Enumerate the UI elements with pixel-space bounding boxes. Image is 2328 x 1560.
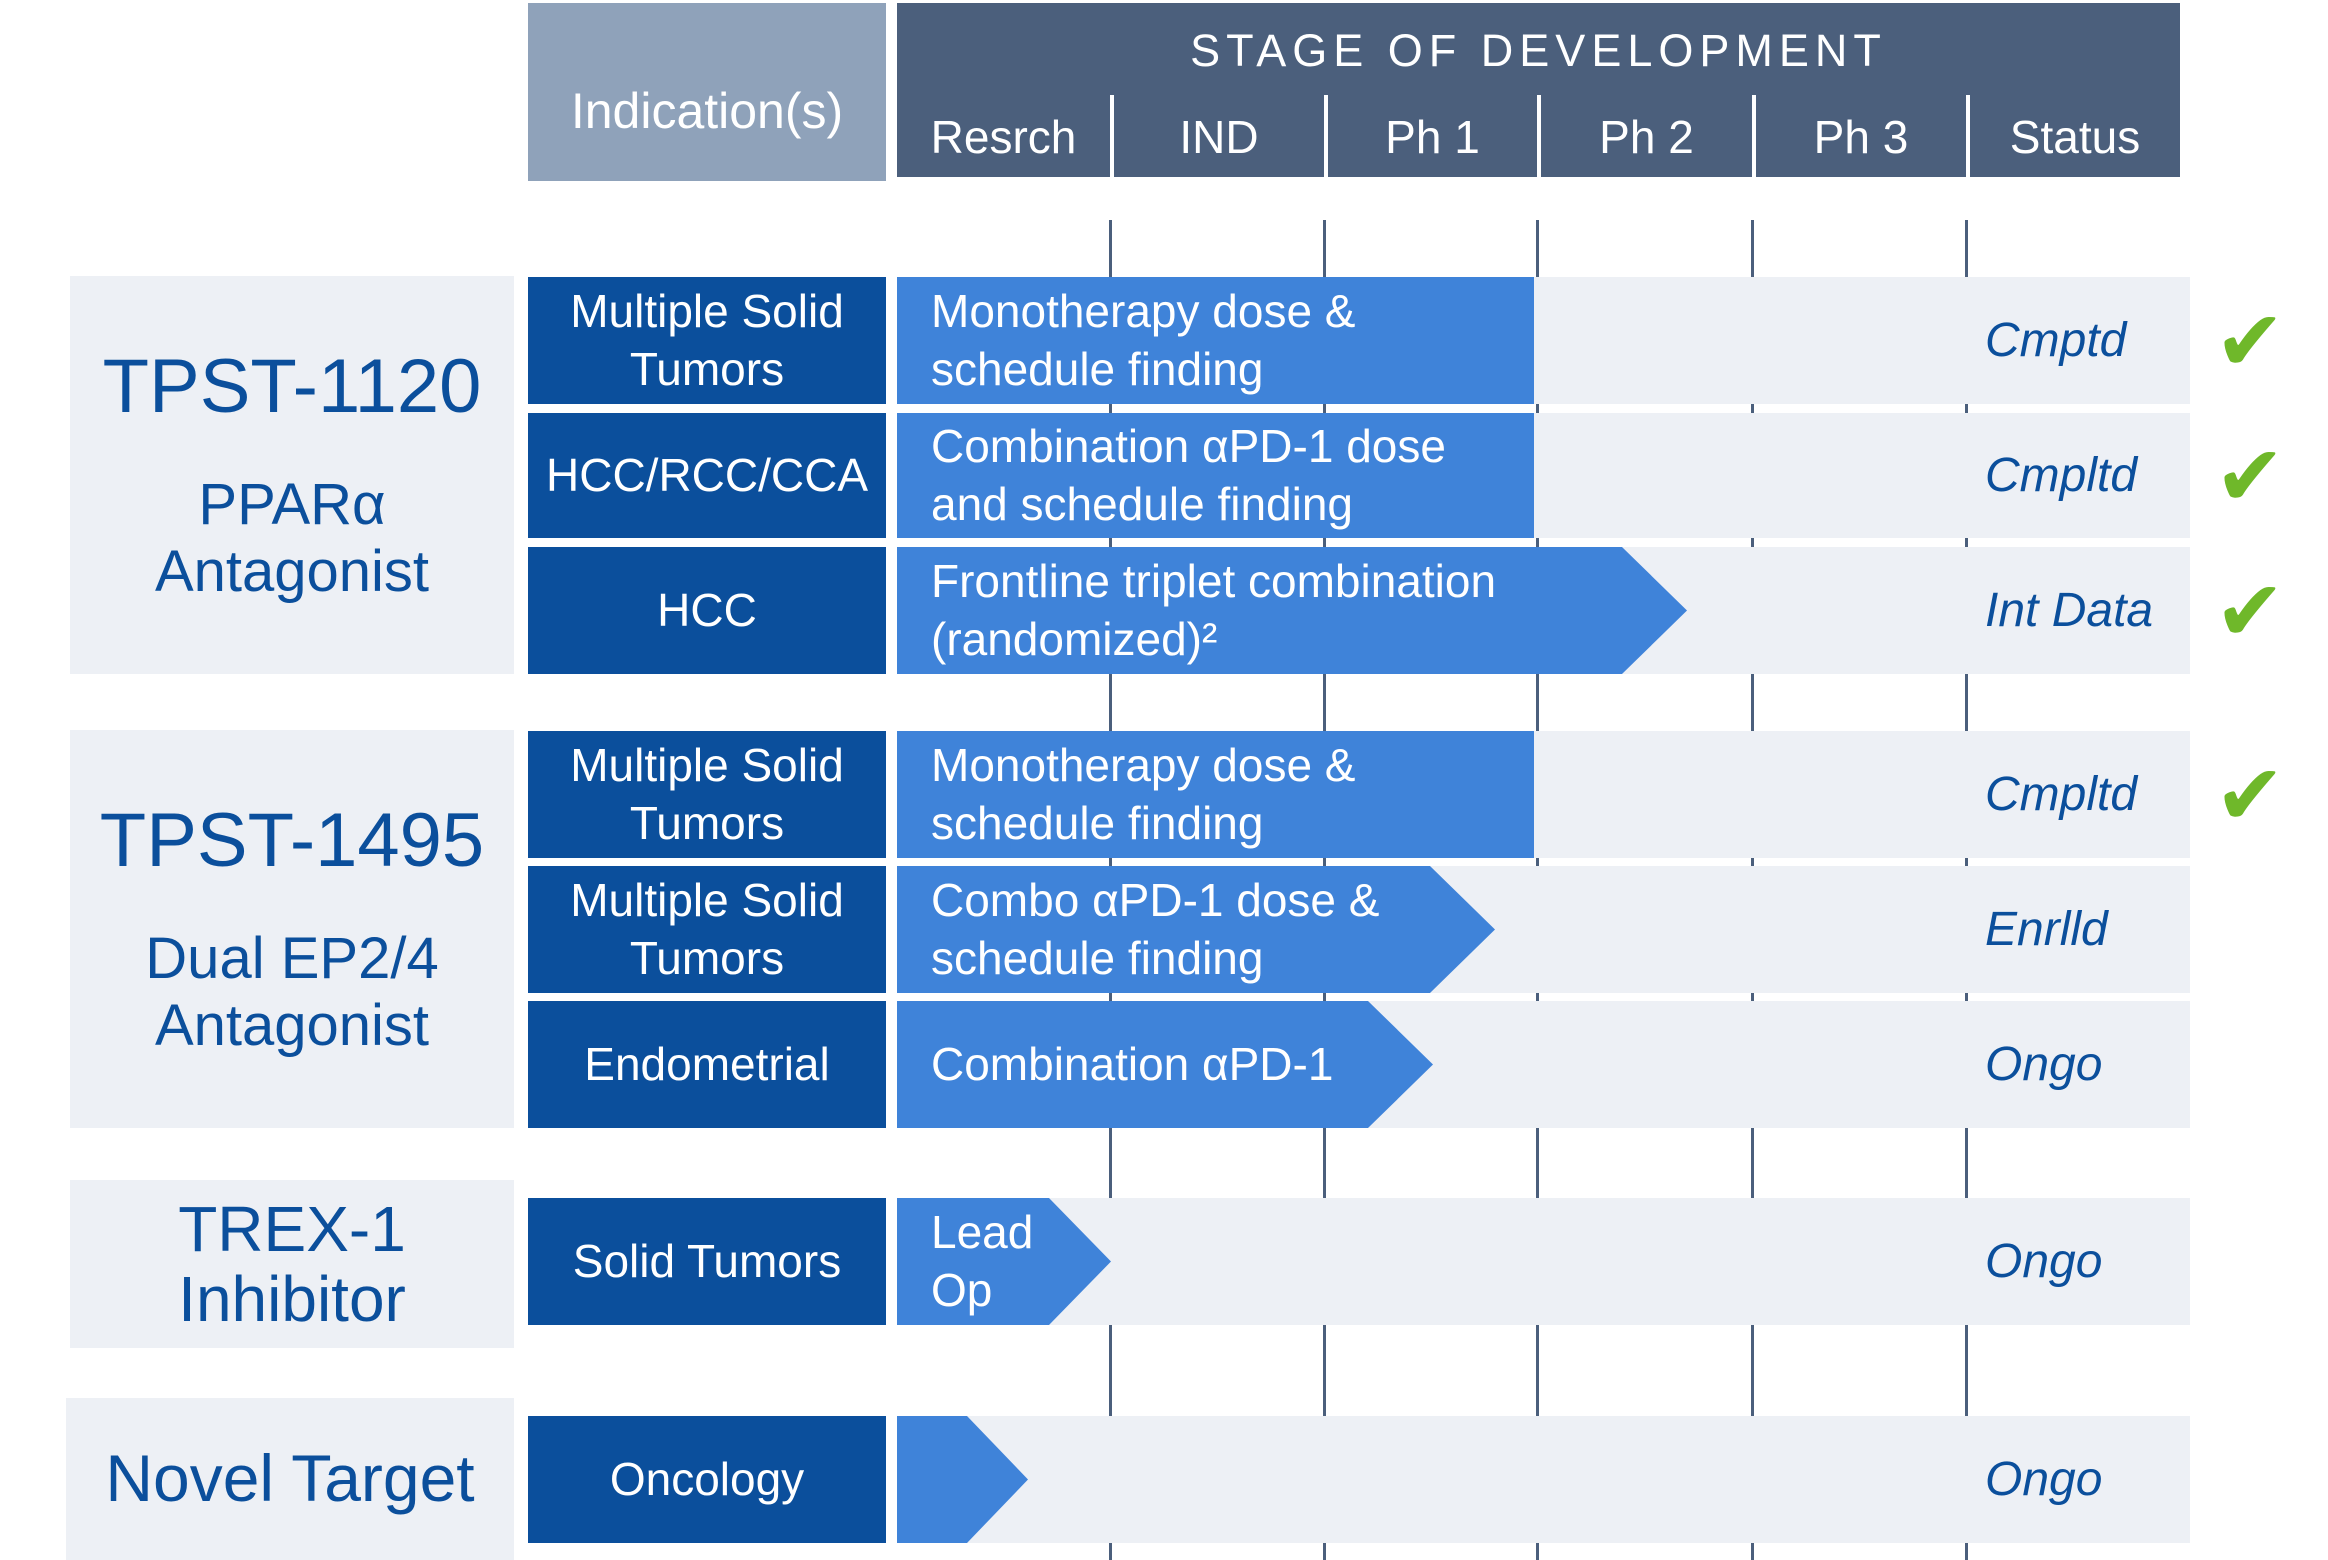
drug-name: Novel Target [105, 1441, 475, 1516]
checkmark-icon: ✔ [2214, 426, 2286, 525]
stage-title: STAGE OF DEVELOPMENT [1190, 25, 1887, 76]
phase-label-ph3: Ph 3 [1813, 111, 1909, 163]
indication-cell: Multiple Solid Tumors [528, 277, 886, 404]
progress-bar-label: Combination αPD-1 [931, 1037, 1334, 1090]
indication-cell: HCC [528, 547, 886, 674]
indication-cell: Multiple Solid Tumors [528, 866, 886, 993]
progress-bar-arrow [897, 866, 1495, 993]
phase-separator [1537, 95, 1541, 179]
status-text: Enrlld [1985, 903, 2108, 956]
status-text: Ongo [1985, 1453, 2103, 1506]
progress-bar: Combination αPD-1 dose and schedule find… [897, 413, 1534, 538]
phase-label-ind: IND [1179, 111, 1259, 163]
checkmark-icon: ✔ [2214, 291, 2286, 390]
progress-bar: Lead Op [897, 1198, 1111, 1325]
progress-bar: Combo αPD-1 dose & schedule finding [897, 866, 1495, 993]
status-text: Cmpltd [1985, 449, 2138, 502]
phase-label-research: Resrch [930, 111, 1077, 163]
progress-bar-label: Combo αPD-1 dose & schedule finding [931, 874, 1380, 984]
phase-separator [1324, 95, 1328, 179]
indication-cell: Endometrial [528, 1001, 886, 1128]
row-background [897, 1416, 2190, 1543]
indication-cell: Solid Tumors [528, 1198, 886, 1325]
progress-bar [897, 1416, 1028, 1543]
drug-mechanism: Dual EP2/4 Antagonist [145, 926, 439, 1058]
phase-separator [1752, 95, 1756, 179]
status-text: Ongo [1985, 1235, 2103, 1288]
progress-bar: Monotherapy dose & schedule finding [897, 277, 1534, 404]
group-trex-1: TREX-1 Inhibitor [70, 1180, 514, 1348]
group-tpst-1495: TPST-1495 Dual EP2/4 Antagonist [70, 730, 514, 1128]
indication-cell: Oncology [528, 1416, 886, 1543]
drug-mechanism: PPARα Antagonist [154, 472, 430, 604]
progress-bar-label: Lead Op [931, 1206, 1034, 1316]
progress-bar-arrow [897, 547, 1687, 674]
progress-bar-arrow [897, 1198, 1111, 1325]
indication-header-label: Indication(s) [570, 83, 844, 139]
group-novel-target: Novel Target [66, 1398, 514, 1560]
drug-name: TPST-1495 [99, 797, 485, 883]
group-tpst-1120: TPST-1120 PPARα Antagonist [70, 276, 514, 674]
indication-cell: HCC/RCC/CCA [528, 413, 886, 538]
drug-name: TREX-1 Inhibitor [178, 1192, 406, 1335]
status-text: Cmptd [1985, 314, 2127, 367]
stage-of-development-header: STAGE OF DEVELOPMENT Resrch IND Ph 1 Ph … [897, 3, 2180, 179]
progress-bar: Monotherapy dose & schedule finding [897, 731, 1534, 858]
drug-name: TPST-1120 [102, 343, 482, 429]
phase-label-ph2: Ph 2 [1599, 111, 1694, 163]
progress-bar-arrow [897, 1416, 1028, 1543]
progress-bar-label: Monotherapy dose & schedule finding [931, 739, 1356, 849]
progress-bar: Frontline triplet combination (randomize… [897, 547, 1687, 674]
progress-bar-shape [897, 413, 1534, 538]
phase-label-ph1: Ph 1 [1385, 111, 1480, 163]
progress-bar-label: Monotherapy dose & schedule finding [931, 285, 1356, 395]
row-background [897, 1198, 2190, 1325]
progress-bar-arrow [897, 1001, 1433, 1128]
progress-bar-label: Combination αPD-1 dose and schedule find… [931, 420, 1446, 530]
progress-bar-label: Frontline triplet combination (randomize… [931, 555, 1497, 665]
phase-label-status: Status [2009, 111, 2141, 163]
checkmark-icon: ✔ [2214, 561, 2286, 660]
indication-cell: Multiple Solid Tumors [528, 731, 886, 858]
indication-header: Indication(s) [528, 3, 886, 181]
phase-separator [1966, 95, 1970, 179]
status-text: Ongo [1985, 1038, 2103, 1091]
progress-bar-shape [897, 731, 1534, 858]
phase-separator [1110, 95, 1114, 179]
progress-bar-shape [897, 277, 1534, 404]
progress-bar: Combination αPD-1 [897, 1001, 1433, 1128]
status-text: Int Data [1985, 584, 2154, 637]
status-text: Cmpltd [1985, 768, 2138, 821]
checkmark-icon: ✔ [2214, 745, 2286, 844]
